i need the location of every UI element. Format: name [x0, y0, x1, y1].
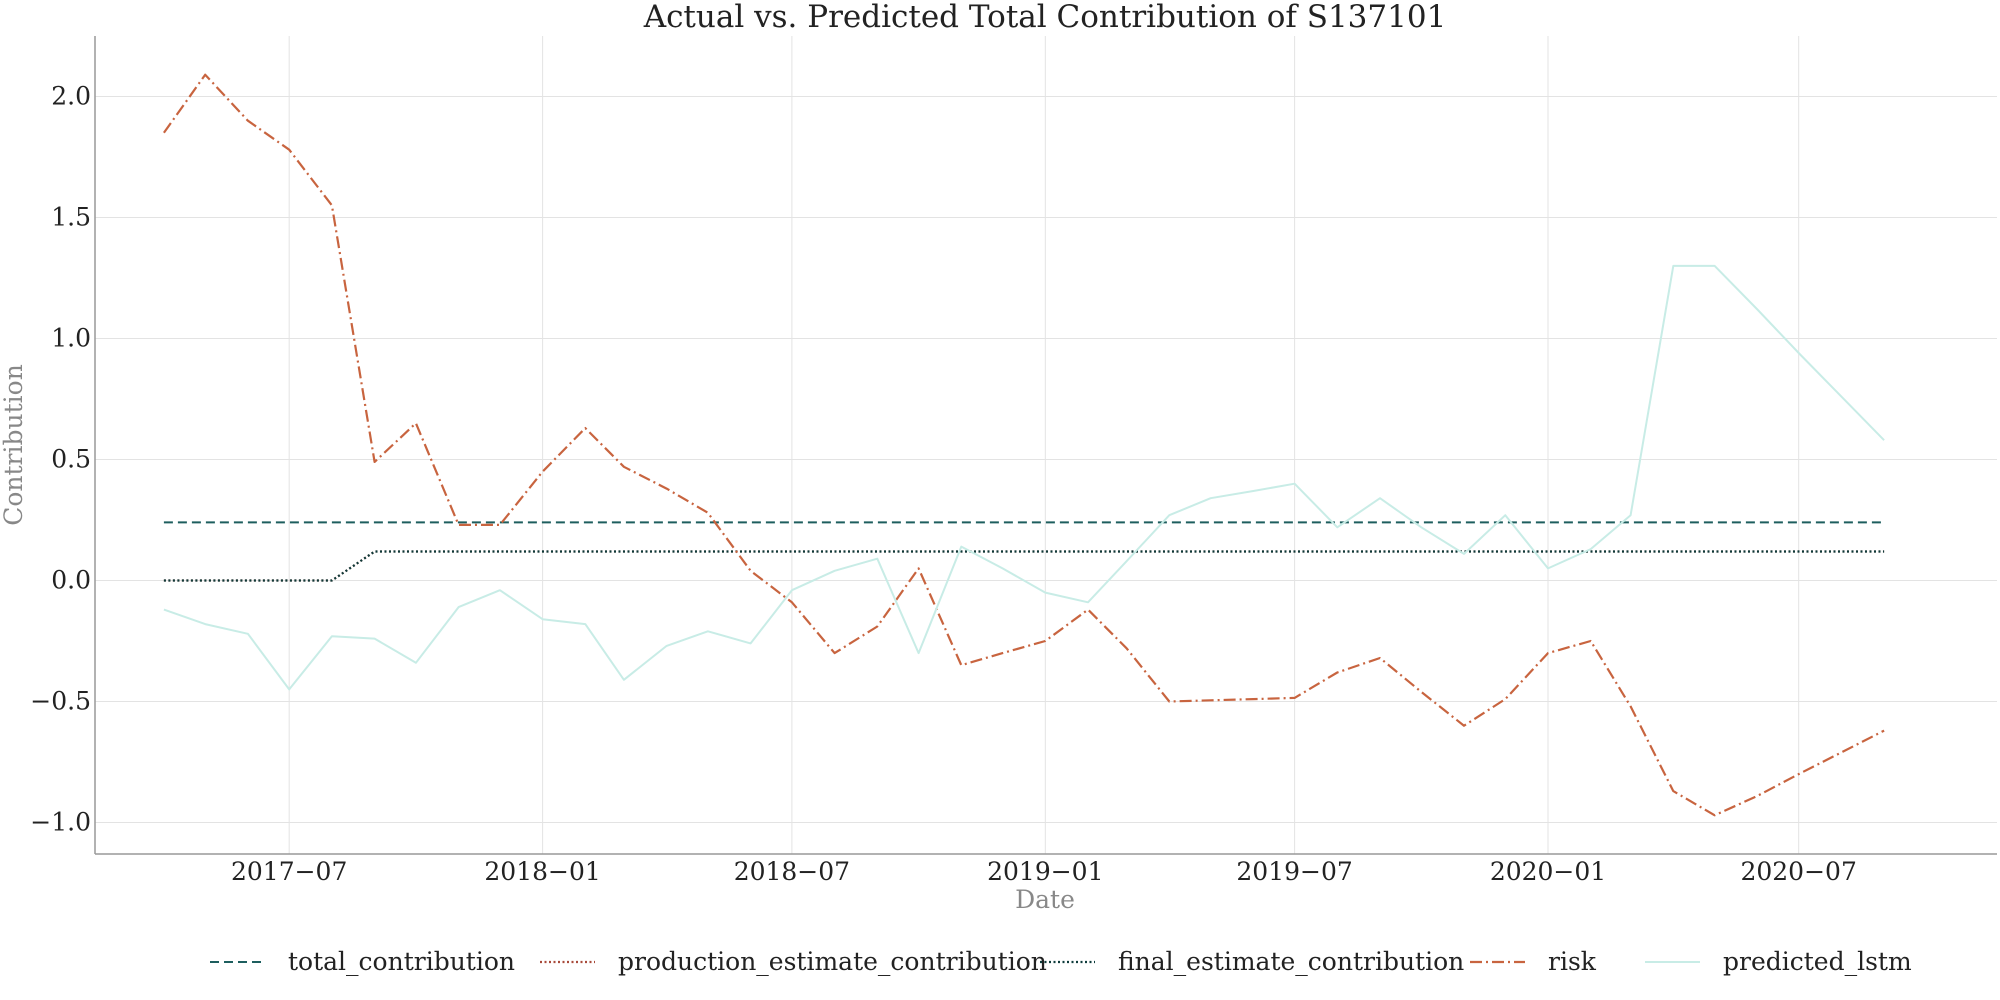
- legend-item-total-contribution: total_contribution: [210, 947, 515, 976]
- legend-label: risk: [1548, 947, 1597, 976]
- y-tick-label: 0.5: [51, 445, 91, 474]
- legend-item-production-estimate-contribution: production_estimate_contribution: [540, 947, 1047, 976]
- y-tick-label: 2.0: [51, 82, 91, 111]
- y-axis-label: Contribution: [0, 364, 28, 526]
- legend-label: predicted_lstm: [1723, 947, 1912, 976]
- legend-label: final_estimate_contribution: [1118, 947, 1464, 976]
- legend-label: total_contribution: [288, 947, 515, 976]
- y-tick-label: 1.5: [51, 203, 91, 232]
- x-axis-label: Date: [1015, 885, 1075, 914]
- series-line-production-estimate-contribution: [163, 550, 1885, 582]
- plot-area: [163, 73, 1885, 817]
- x-tick-label: 2020−01: [1490, 857, 1606, 886]
- x-tick-label: 2017−07: [231, 857, 347, 886]
- legend-item-final-estimate-contribution: final_estimate_contribution: [1040, 947, 1464, 976]
- legend-item-risk: risk: [1470, 947, 1597, 976]
- axes: [94, 36, 1997, 855]
- x-tick-label: 2018−07: [734, 857, 850, 886]
- y-tick-label: 0.0: [51, 566, 91, 595]
- x-tick-label: 2020−07: [1740, 857, 1856, 886]
- series-line-predicted-lstm: [163, 264, 1885, 691]
- y-tick-label: 1.0: [51, 324, 91, 353]
- tick-labels: 2017−07 2018−01 2018−07 2019−01 2019−07 2020−…: [30, 82, 1857, 886]
- chart-title: Actual vs. Predicted Total Contribution …: [643, 0, 1447, 35]
- legend-label: production_estimate_contribution: [618, 947, 1047, 976]
- legend: total_contribution production_estimate_co…: [210, 947, 1912, 976]
- x-tick-label: 2018−01: [484, 857, 600, 886]
- series-line-risk: [163, 73, 1885, 817]
- x-tick-label: 2019−01: [987, 857, 1103, 886]
- legend-item-predicted-lstm: predicted_lstm: [1645, 947, 1912, 976]
- y-tick-label: −0.5: [30, 687, 91, 716]
- x-tick-label: 2019−07: [1236, 857, 1352, 886]
- y-tick-label: −1.0: [30, 808, 91, 837]
- series-line-final-estimate-contribution: [163, 550, 1885, 582]
- grid: [95, 36, 1997, 854]
